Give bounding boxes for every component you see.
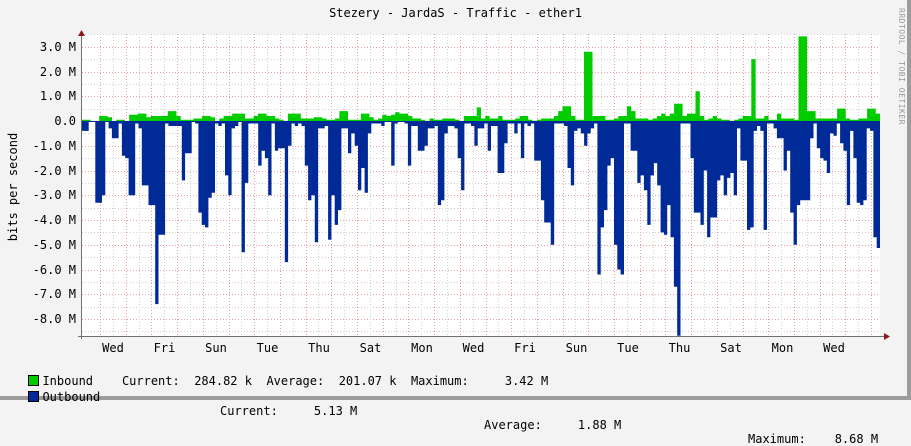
x-tick-label: Thu: [308, 341, 330, 355]
inbound-area: [82, 36, 880, 121]
x-tick-label: Mon: [771, 341, 794, 355]
x-tick-label: Mon: [411, 341, 433, 355]
outbound-average: Average: 1.88 M: [484, 418, 621, 432]
y-tick-label: -2.0 M: [32, 163, 76, 178]
y-tick-label: 0.0: [54, 114, 76, 128]
inbound-maximum-value: 3.42 M: [504, 374, 549, 388]
outbound-maximum: Maximum: 8.68 M: [748, 432, 878, 446]
x-tick-label: Sat: [720, 341, 742, 355]
outbound-swatch-icon: [28, 391, 40, 402]
outbound-label: Outbound: [42, 390, 101, 404]
y-tick-label: -1.0 M: [32, 138, 76, 153]
outbound-average-label: Average:: [484, 418, 542, 432]
y-tick-label: -8.0 M: [32, 312, 76, 326]
outbound-area: [82, 121, 880, 336]
x-tick-label: Tue: [617, 341, 639, 355]
x-tick-label: Tue: [256, 341, 279, 355]
inbound-maximum-label: Maximum:: [410, 374, 469, 388]
axes: [78, 30, 890, 340]
x-tick-label: Thu: [668, 341, 691, 355]
inbound-average-value: 201.07 k: [338, 374, 397, 388]
y-tick-label: -6.0 M: [32, 262, 76, 277]
data-series: [82, 36, 880, 336]
y-tick-label: 2.0 M: [39, 64, 76, 79]
outbound-maximum-value: 8.68 M: [834, 432, 879, 446]
y-tick-label: -5.0 M: [32, 237, 76, 252]
x-tick-label: Wed: [462, 341, 485, 355]
legend-inbound: Inbound Current: 284.82 k Average: 201.0…: [14, 360, 548, 388]
x-tick-label: Wed: [102, 341, 124, 355]
outbound-current-value: 5.13 M: [313, 404, 358, 418]
outbound-current-label: Current:: [220, 404, 278, 418]
x-tick-label: Wed: [823, 341, 845, 355]
inbound-average-label: Average:: [266, 374, 325, 388]
x-tick-label: Sat: [359, 341, 382, 355]
outbound-average-value: 1.88 M: [577, 418, 622, 432]
x-tick-label: Fri: [153, 341, 176, 355]
x-tick-label: Fri: [514, 341, 536, 355]
x-axis-arrow-icon: [884, 333, 890, 340]
y-axis-arrow-icon: [78, 30, 85, 36]
x-tick-label: Sun: [565, 341, 588, 355]
y-tick-label: -7.0 M: [32, 287, 76, 302]
inbound-current-label: Current:: [121, 374, 180, 388]
y-tick-label: 3.0 M: [39, 39, 76, 54]
plot-area: [78, 30, 890, 340]
y-tick-label: -4.0 M: [32, 213, 76, 227]
legend-outbound: Outbound Current: 5.13 M Average: 1.88 M…: [14, 376, 904, 446]
chart-title: Stezery - JardaS - Traffic - ether1: [329, 6, 582, 20]
inbound-label: Inbound: [42, 374, 94, 388]
y-tick-label: -3.0 M: [32, 188, 76, 203]
outbound-maximum-label: Maximum:: [748, 432, 806, 446]
inbound-swatch-icon: [28, 375, 40, 386]
graph-frame: [0, 0, 911, 400]
rrdtool-watermark: RRDTOOL / TOBI OETIKER: [897, 8, 906, 125]
x-tick-label: Sun: [205, 341, 227, 355]
inbound-current-value: 284.82 k: [194, 374, 252, 388]
y-tick-label: 1.0 M: [39, 89, 76, 104]
outbound-current: Current: 5.13 M: [220, 404, 357, 418]
